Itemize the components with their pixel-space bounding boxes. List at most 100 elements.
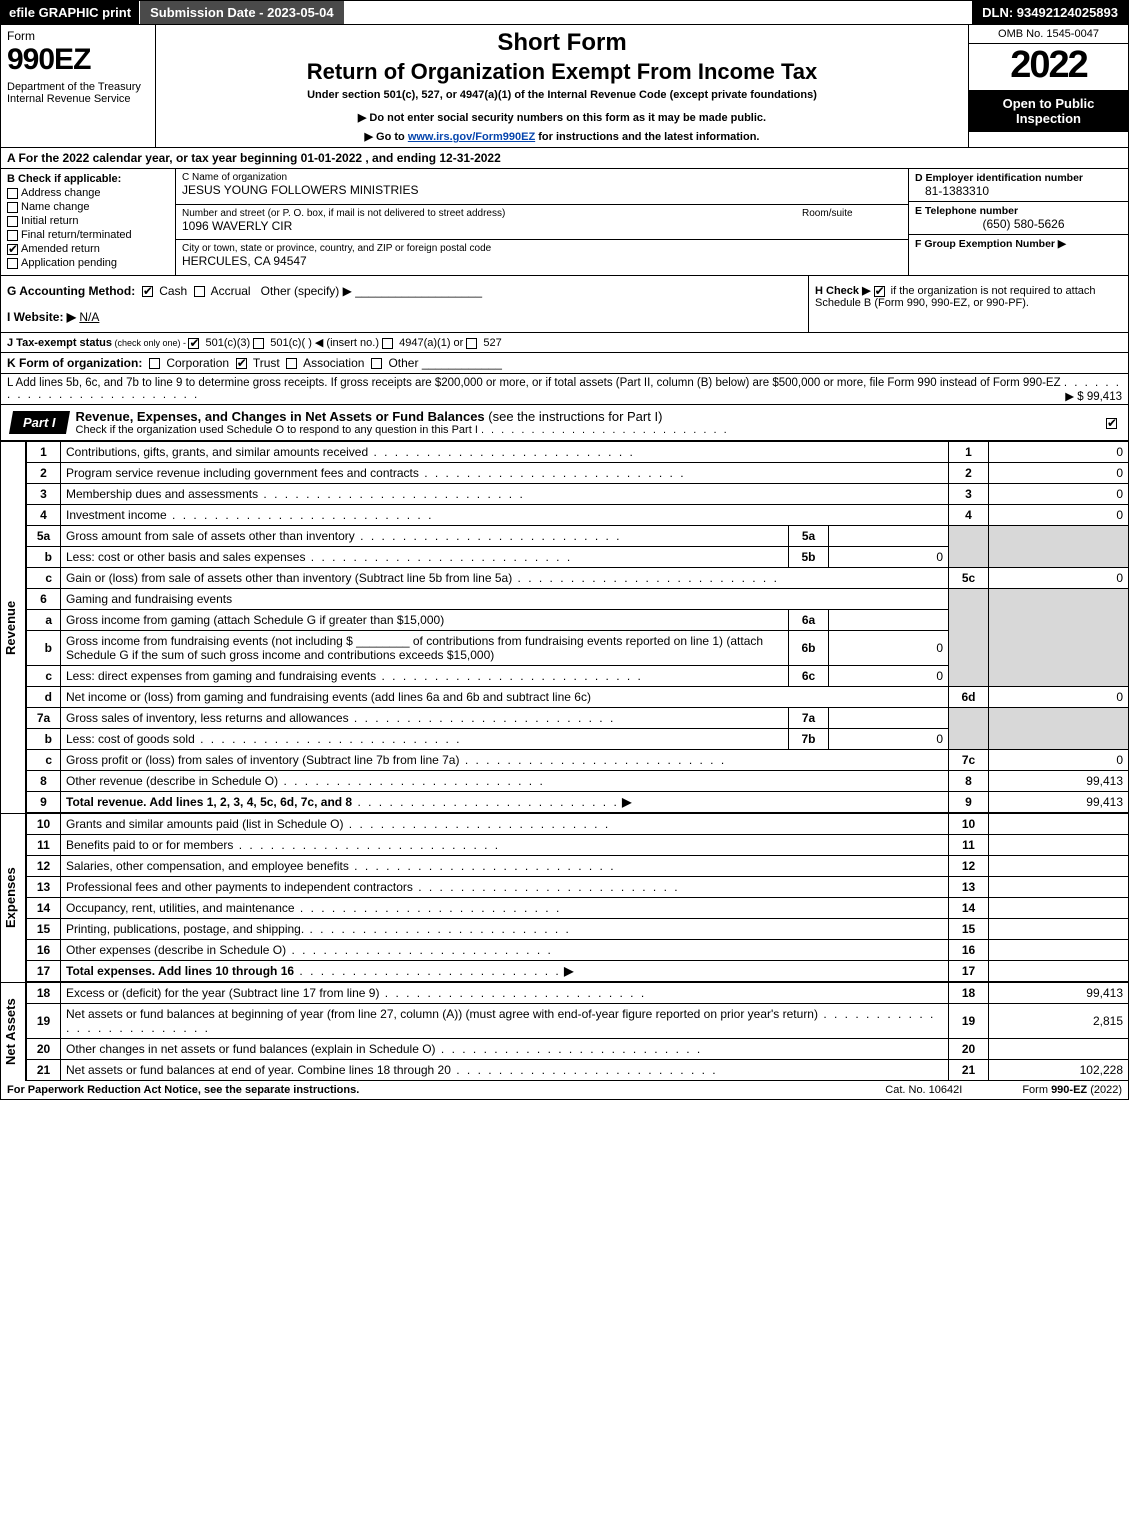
line-desc: Excess or (deficit) for the year (Subtra… <box>61 983 949 1004</box>
checkbox-icon[interactable] <box>7 202 18 213</box>
check-application-pending[interactable]: Application pending <box>7 257 169 269</box>
check-label: Final return/terminated <box>21 229 132 241</box>
check-name-change[interactable]: Name change <box>7 201 169 213</box>
expenses-block: Expenses 10Grants and similar amounts pa… <box>0 813 1129 982</box>
line-num: 19 <box>27 1004 61 1039</box>
dots-icon <box>368 445 635 459</box>
dln-number: DLN: 93492124025893 <box>972 1 1128 24</box>
check-amended-return[interactable]: Amended return <box>7 243 169 255</box>
form-header: Form 990EZ Department of the Treasury In… <box>0 25 1129 148</box>
check-label: Amended return <box>21 243 100 255</box>
sub-label: 7a <box>789 708 829 729</box>
short-form-title: Short Form <box>162 29 962 57</box>
do-not-text: ▶ Do not enter social security numbers o… <box>162 111 962 124</box>
table-row: cGain or (loss) from sale of assets othe… <box>27 568 1129 589</box>
line-num-label: 5c <box>949 568 989 589</box>
checkbox-icon[interactable] <box>371 358 382 369</box>
dots-icon <box>451 1063 718 1077</box>
checkbox-icon[interactable] <box>194 286 205 297</box>
line-value <box>989 877 1129 898</box>
line-desc: Printing, publications, postage, and shi… <box>61 919 949 940</box>
netassets-side-label: Net Assets <box>0 982 26 1081</box>
section-b-grid: B Check if applicable: Address change Na… <box>0 169 1129 276</box>
check-address-change[interactable]: Address change <box>7 187 169 199</box>
line-num: 17 <box>27 961 61 982</box>
sub-value: 0 <box>829 666 949 687</box>
check-final-return[interactable]: Final return/terminated <box>7 229 169 241</box>
line-num: c <box>27 568 61 589</box>
table-row: 10Grants and similar amounts paid (list … <box>27 814 1129 835</box>
checkbox-icon[interactable] <box>1106 418 1117 429</box>
dots-icon <box>305 550 572 564</box>
checkbox-icon[interactable] <box>253 338 264 349</box>
line-num: d <box>27 687 61 708</box>
line-num-label: 21 <box>949 1060 989 1081</box>
section-i-label: I Website: ▶ <box>7 310 76 324</box>
checkbox-icon[interactable] <box>286 358 297 369</box>
line-value: 0 <box>989 750 1129 771</box>
line-desc: Gaming and fundraising events <box>61 589 949 610</box>
form-word: Form <box>7 29 149 43</box>
netassets-table: 18Excess or (deficit) for the year (Subt… <box>26 982 1129 1081</box>
efile-label[interactable]: efile GRAPHIC print <box>1 1 139 24</box>
line-num: 8 <box>27 771 61 792</box>
sub-value: 0 <box>829 631 949 666</box>
line-num-label: 10 <box>949 814 989 835</box>
desc-text: Gross profit or (loss) from sales of inv… <box>66 753 459 767</box>
line-value <box>989 961 1129 982</box>
desc-text: Gross income from fundraising events (no… <box>66 634 353 648</box>
line-desc: Gross amount from sale of assets other t… <box>61 526 789 547</box>
line-value <box>989 814 1129 835</box>
line-value: 99,413 <box>989 771 1129 792</box>
checkbox-icon[interactable] <box>466 338 477 349</box>
line-desc: Total revenue. Add lines 1, 2, 3, 4, 5c,… <box>61 792 949 813</box>
desc-text: Benefits paid to or for members <box>66 838 233 852</box>
goto-post: for instructions and the latest informat… <box>535 131 759 143</box>
checkbox-icon[interactable] <box>7 258 18 269</box>
desc-text: Printing, publications, postage, and shi… <box>66 922 304 936</box>
footer-cat: Cat. No. 10642I <box>885 1084 962 1096</box>
expenses-side-label: Expenses <box>0 813 26 982</box>
dots-icon <box>352 795 619 809</box>
section-l-value: ▶ $ 99,413 <box>1065 389 1122 403</box>
sub-label: 7b <box>789 729 829 750</box>
dots-icon <box>304 922 571 936</box>
check-initial-return[interactable]: Initial return <box>7 215 169 227</box>
cash-label: Cash <box>159 284 187 298</box>
checkbox-icon[interactable] <box>188 338 199 349</box>
line-value: 2,815 <box>989 1004 1129 1039</box>
dots-icon <box>376 669 643 683</box>
table-row: 20Other changes in net assets or fund ba… <box>27 1039 1129 1060</box>
line-num: 3 <box>27 484 61 505</box>
checkbox-icon[interactable] <box>7 230 18 241</box>
line-desc: Net assets or fund balances at beginning… <box>61 1004 949 1039</box>
line-value: 0 <box>989 442 1129 463</box>
goto-text: ▶ Go to www.irs.gov/Form990EZ for instru… <box>162 130 962 143</box>
sub-label: 6c <box>789 666 829 687</box>
section-l-text: L Add lines 5b, 6c, and 7b to line 9 to … <box>7 377 1061 389</box>
checkbox-icon[interactable] <box>7 188 18 199</box>
desc-text: Less: direct expenses from gaming and fu… <box>66 669 376 683</box>
header-left: Form 990EZ Department of the Treasury In… <box>1 25 156 147</box>
line-num-label: 14 <box>949 898 989 919</box>
line-num-label: 19 <box>949 1004 989 1039</box>
checkbox-icon[interactable] <box>149 358 160 369</box>
line-desc: Investment income <box>61 505 949 526</box>
checkbox-icon[interactable] <box>7 216 18 227</box>
line-desc: Less: cost of goods sold <box>61 729 789 750</box>
checkbox-icon[interactable] <box>7 244 18 255</box>
goto-pre: ▶ Go to <box>365 131 408 143</box>
checkbox-icon[interactable] <box>382 338 393 349</box>
city-label: City or town, state or province, country… <box>182 243 902 254</box>
checkbox-icon[interactable] <box>236 358 247 369</box>
checkbox-icon[interactable] <box>142 286 153 297</box>
desc-text: Investment income <box>66 508 167 522</box>
sub-label: 6a <box>789 610 829 631</box>
group-exemption-label: F Group Exemption Number ▶ <box>915 238 1122 250</box>
irs-link[interactable]: www.irs.gov/Form990EZ <box>408 131 535 143</box>
line-value: 99,413 <box>989 983 1129 1004</box>
dots-icon <box>436 1042 703 1056</box>
shaded-cell <box>949 526 989 568</box>
checkbox-icon[interactable] <box>874 286 885 297</box>
section-f: F Group Exemption Number ▶ <box>909 235 1128 253</box>
